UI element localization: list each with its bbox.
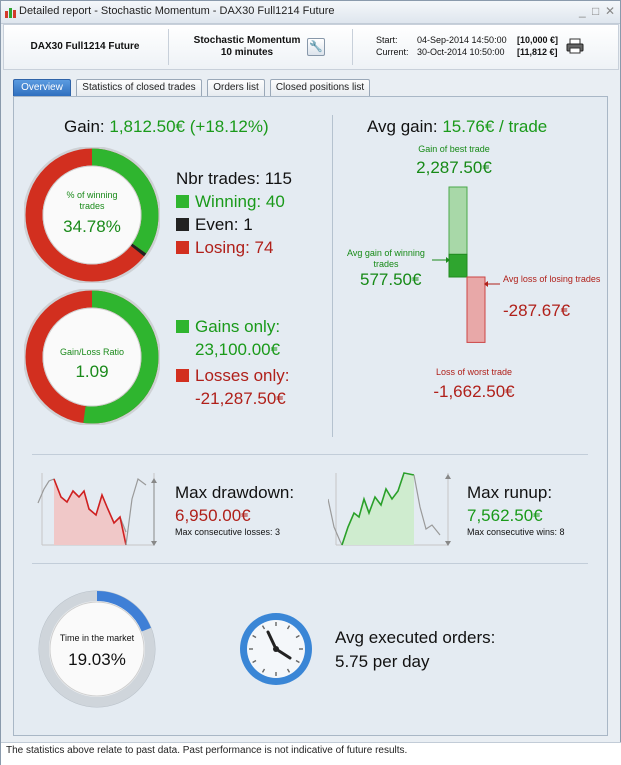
ring-winning-arc	[25, 148, 159, 282]
avg-gain-label: Avg gain:	[367, 117, 438, 136]
title-bar: Detailed report - Stochastic Momentum - …	[1, 1, 620, 24]
winning-count: Winning: 40	[176, 192, 285, 212]
losses-only-value: -21,287.50€	[195, 389, 286, 408]
instrument-name: DAX30 Full1214 Future	[30, 41, 140, 52]
print-icon[interactable]	[566, 38, 584, 54]
header-divider	[352, 29, 353, 65]
header-divider	[168, 29, 169, 65]
time-in-market-ring	[38, 590, 156, 708]
strategy-period: 10 minutes	[220, 47, 274, 58]
current-capital: [11,812 €]	[517, 47, 558, 57]
best-trade-label: Gain of best trade	[418, 144, 490, 154]
black-square-icon	[176, 218, 189, 231]
avg-orders-label: Avg executed orders:	[335, 628, 496, 647]
tab-closed-positions-list[interactable]: Closed positions list	[270, 79, 370, 96]
win-pct-value: 34.78%	[63, 217, 121, 236]
arrow-left-icon	[484, 281, 488, 287]
ratio-value: 1.09	[75, 362, 109, 381]
report-header: DAX30 Full1214 Future Stochastic Momentu…	[3, 24, 619, 70]
market-time-arc	[39, 591, 155, 707]
max-consecutive-wins: Max consecutive wins: 8	[467, 527, 565, 537]
green-square-icon	[176, 320, 189, 333]
section-separator	[32, 563, 588, 564]
time-in-market-value: 19.03%	[68, 650, 126, 669]
worst-trade-label: Loss of worst trade	[435, 367, 513, 377]
worst-trade-value: -1,662.50€	[433, 382, 515, 401]
winning-text: Winning: 40	[195, 192, 285, 211]
wrench-icon[interactable]: 🔧	[307, 38, 325, 56]
best-trade-value: 2,287.50€	[416, 158, 492, 177]
losses-only-label: Losses only:	[176, 366, 290, 386]
max-drawdown-chart	[37, 473, 157, 546]
even-count: Even: 1	[176, 215, 253, 235]
disclaimer-footer: The statistics above relate to past data…	[1, 742, 621, 765]
trade-range-bars	[432, 186, 500, 343]
clock-icon	[240, 613, 312, 685]
red-square-icon	[176, 369, 189, 382]
losing-count: Losing: 74	[176, 238, 273, 258]
avg-win-label: Avg gain of winning trades	[347, 248, 425, 269]
losses-only-text: Losses only:	[195, 366, 290, 385]
gain-loss-ratio-ring	[24, 289, 160, 425]
gains-only-text: Gains only:	[195, 317, 281, 336]
max-runup-title: Max runup:	[467, 483, 553, 502]
gain-label: Gain:	[64, 117, 105, 136]
arrow-right-icon	[446, 257, 450, 263]
tab-orders-list[interactable]: Orders list	[207, 79, 265, 96]
max-runup-chart	[328, 472, 451, 546]
avg-win-value: 577.50€	[360, 270, 422, 289]
red-square-icon	[176, 241, 189, 254]
green-square-icon	[176, 195, 189, 208]
overview-panel: Gain: 1,812.50€ (+18.12%) % of winning t…	[13, 96, 608, 736]
avg-loss-value: -287.67€	[503, 301, 571, 320]
max-consecutive-losses: Max consecutive losses: 3	[175, 527, 281, 537]
ring-gains-arc	[25, 290, 159, 424]
tab-overview[interactable]: Overview	[13, 79, 71, 96]
avg-orders-value: 5.75 per day	[335, 652, 430, 671]
current-label: Current:	[376, 47, 409, 57]
gains-only-value: 23,100.00€	[195, 340, 281, 359]
chart-app-icon	[5, 8, 16, 18]
strategy-name: Stochastic Momentum	[193, 35, 301, 46]
section-separator	[32, 454, 588, 455]
minimize-button[interactable]: _	[579, 4, 586, 18]
section-divider	[332, 115, 333, 437]
avg-loss-label: Avg loss of losing trades	[503, 274, 601, 284]
ratio-label: Gain/Loss Ratio	[59, 347, 125, 357]
avg-win-bar	[448, 253, 468, 278]
even-text: Even: 1	[195, 215, 253, 234]
nbr-trades: Nbr trades: 115	[176, 169, 292, 188]
win-ring-label: % of winning trades	[66, 190, 118, 211]
tab-statistics-closed-trades[interactable]: Statistics of closed trades	[76, 79, 202, 96]
avg-gain-value: 15.76€ / trade	[442, 117, 548, 136]
gains-only-label: Gains only:	[176, 317, 280, 337]
start-label: Start:	[376, 35, 398, 45]
time-in-market-label: Time in the market	[59, 633, 135, 643]
window-title: Detailed report - Stochastic Momentum - …	[19, 5, 335, 17]
start-datetime: 04-Sep-2014 14:50:00	[417, 35, 507, 45]
avg-gain-title: Avg gain: 15.76€ / trade	[367, 117, 547, 137]
start-capital: [10,000 €]	[517, 35, 559, 45]
gain-value: 1,812.50€ (+18.12%)	[109, 117, 269, 136]
current-datetime: 30-Oct-2014 10:50:00	[417, 47, 505, 57]
worst-trade-bar	[466, 276, 486, 343]
winning-trades-ring	[24, 147, 160, 283]
max-drawdown-title: Max drawdown:	[175, 483, 295, 502]
close-button[interactable]: ✕	[605, 4, 616, 18]
maximize-button[interactable]: □	[592, 4, 600, 18]
losing-text: Losing: 74	[195, 238, 274, 257]
gain-title: Gain: 1,812.50€ (+18.12%)	[64, 117, 269, 137]
max-drawdown-value: 6,950.00€	[175, 506, 251, 525]
max-runup-value: 7,562.50€	[467, 506, 543, 525]
